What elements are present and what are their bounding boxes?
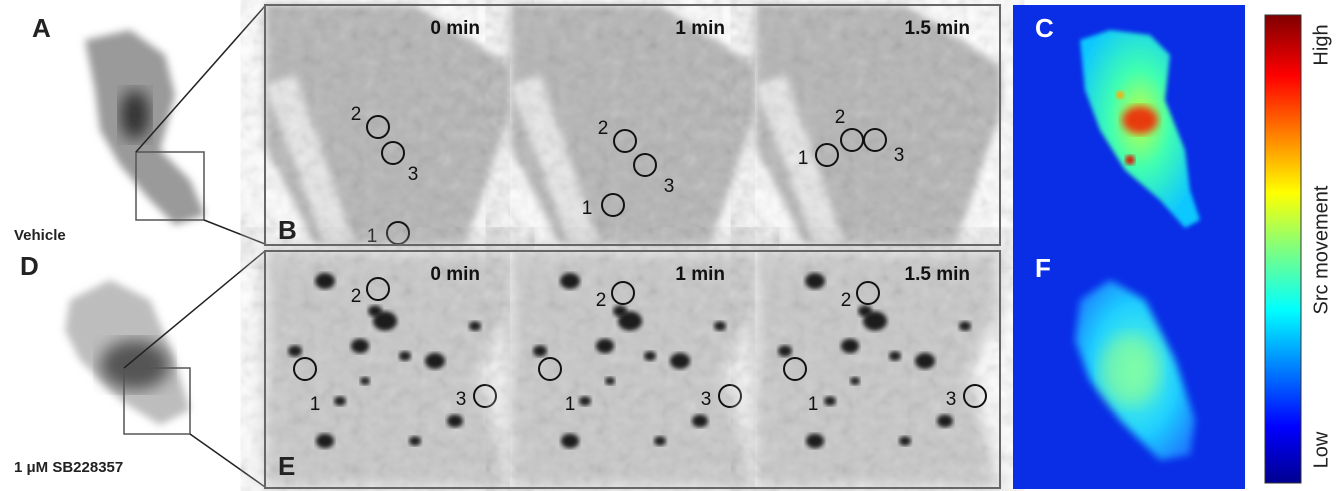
marker-label: 1 [310, 394, 321, 415]
marker-label: 1 [565, 394, 576, 415]
frame: 1 min 2 3 1 [510, 5, 755, 245]
time-label: 0 min [430, 18, 480, 39]
marker-label: 2 [835, 107, 846, 128]
vesicle [714, 321, 726, 331]
panel-label: E [278, 451, 295, 481]
time-label: 1.5 min [905, 18, 970, 39]
vesicle [560, 273, 580, 289]
texture [265, 5, 510, 245]
marker-label: 2 [351, 286, 362, 307]
texture [510, 5, 755, 245]
vesicle [863, 311, 887, 330]
frame: 1 min 2 1 3 [510, 251, 755, 488]
vesicle [373, 311, 397, 330]
vesicle [670, 353, 690, 369]
vesicle [806, 434, 824, 448]
texture [755, 5, 1000, 245]
marker-label: 3 [456, 389, 467, 410]
marker-label: 1 [798, 148, 809, 169]
vesicle [605, 377, 615, 385]
heat-map [1013, 5, 1245, 489]
colorbar [1265, 15, 1301, 483]
vesicle [399, 351, 411, 361]
frame: 1.5 min 2 3 1 [755, 5, 1000, 245]
vesicle [692, 415, 708, 428]
cell-image-vehicle [85, 6, 265, 244]
vesicle [561, 434, 579, 448]
cell-image-treated [65, 251, 265, 487]
vesicle [841, 339, 859, 353]
marker-label: 2 [596, 290, 607, 311]
time-label: 0 min [430, 264, 480, 285]
figure: A Vehicle D 1 μM SB228357 0 min 2 3 1 1 min 2… [0, 0, 1343, 491]
colorbar-high: High [1310, 24, 1332, 65]
panel-label: F [1035, 253, 1051, 283]
vesicle [915, 353, 935, 369]
vesicle [778, 345, 792, 356]
panel-label: D [20, 251, 39, 281]
vesicle [334, 396, 346, 406]
marker-label: 1 [808, 394, 819, 415]
marker-label: 2 [351, 104, 362, 125]
vesicle [360, 377, 370, 385]
texture [265, 251, 510, 488]
treatment-label: Vehicle [14, 227, 66, 244]
vesicle [654, 436, 666, 446]
frame: 0 min 2 3 1 [265, 5, 510, 247]
vesicle [316, 434, 334, 448]
marker-label: 3 [946, 389, 957, 410]
vesicle [579, 396, 591, 406]
vesicle [425, 353, 445, 369]
time-lapse-frames: 0 min 2 3 1 1 min 2 3 1 1.5 min 2 3 1 0 min 2 1 3 1 min 2… [265, 5, 1000, 488]
colorbar-title: Src movement [1310, 185, 1332, 314]
vesicle [288, 345, 302, 356]
marker-label: 3 [664, 176, 675, 197]
panel-label: C [1035, 13, 1054, 43]
panel-label: A [32, 13, 51, 43]
panel-label: B [278, 215, 297, 245]
vesicle [899, 436, 911, 446]
time-label: 1 min [675, 264, 725, 285]
vesicle [533, 345, 547, 356]
vesicle [351, 339, 369, 353]
marker-label: 2 [841, 290, 852, 311]
colorbar-low: Low [1310, 431, 1332, 468]
vesicle [469, 321, 481, 331]
vesicle [315, 273, 335, 289]
marker-label: 1 [367, 226, 378, 247]
vesicle [596, 339, 614, 353]
marker-label: 3 [701, 389, 712, 410]
time-label: 1.5 min [905, 264, 970, 285]
frame: 1.5 min 2 1 3 [755, 251, 1000, 488]
marker-label: 3 [894, 145, 905, 166]
vesicle [889, 351, 901, 361]
vesicle [850, 377, 860, 385]
vesicle [618, 311, 642, 330]
treatment-label: 1 μM SB228357 [14, 459, 123, 476]
marker-label: 1 [582, 198, 593, 219]
marker-label: 2 [598, 118, 609, 139]
vesicle [824, 396, 836, 406]
frame: 0 min 2 1 3 [265, 251, 510, 488]
vesicle [447, 415, 463, 428]
vesicle [805, 273, 825, 289]
time-label: 1 min [675, 18, 725, 39]
vesicle [644, 351, 656, 361]
marker-label: 3 [408, 164, 419, 185]
vesicle [959, 321, 971, 331]
vesicle [937, 415, 953, 428]
vesicle [409, 436, 421, 446]
